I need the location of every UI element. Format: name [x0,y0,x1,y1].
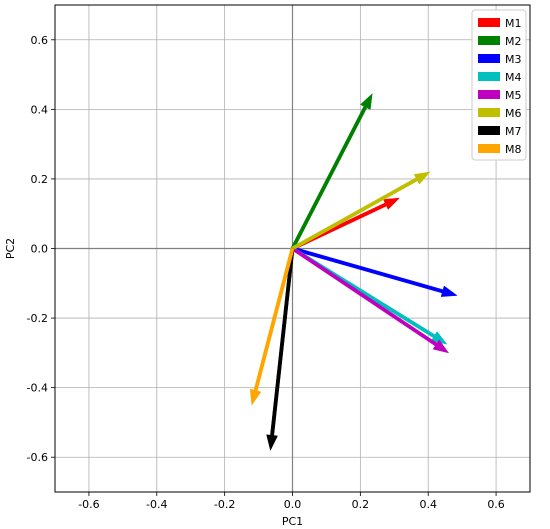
legend-label-m5: M5 [505,89,522,102]
arrow-m1 [291,197,401,251]
x-tick-label: -0.4 [146,498,167,511]
y-tick-label: 0.4 [31,103,49,116]
x-tick-label: 0.2 [352,498,370,511]
x-tick-label: -0.6 [78,498,99,511]
legend-label-m8: M8 [505,143,522,156]
arrow-m6 [291,171,431,251]
x-tick-label: -0.2 [214,498,235,511]
x-axis-label: PC1 [282,515,303,528]
legend-label-m7: M7 [505,125,522,138]
legend-label-m6: M6 [505,107,522,120]
y-tick-label: 0.2 [31,173,49,186]
y-tick-label: 0.6 [31,34,49,47]
legend-swatch-m8 [478,144,500,153]
arrow-m2 [290,93,373,250]
y-tick-label: -0.4 [27,382,48,395]
legend: M1 M2 M3 M4 M5 M6 M7 M8 [471,9,527,161]
legend-swatch-m5 [478,90,500,99]
legend-label-m4: M4 [505,71,522,84]
y-tick-label: -0.2 [27,312,48,325]
legend-swatch-m6 [478,108,500,117]
arrow-m3 [291,246,458,297]
arrow-m5 [291,246,450,354]
x-tick-label: 0.6 [487,498,505,511]
arrow-m7 [266,248,295,451]
y-tick-label: 0.0 [31,243,49,256]
legend-swatch-m3 [478,54,500,63]
x-tick-label: 0.0 [284,498,302,511]
y-tick-label: -0.6 [27,451,48,464]
legend-swatch-m7 [478,126,500,135]
legend-swatch-m2 [478,36,500,45]
arrows-group [249,93,458,451]
legend-box [471,9,527,161]
x-tick-label: 0.4 [419,498,437,511]
legend-label-m1: M1 [505,17,522,30]
y-axis-label: PC2 [4,238,17,259]
legend-swatch-m4 [478,72,500,81]
legend-label-m3: M3 [505,53,522,66]
legend-swatch-m1 [478,18,500,27]
legend-label-m2: M2 [505,35,522,48]
arrow-m4 [291,246,448,345]
ticks-group: -0.6 -0.4 -0.2 0.0 0.2 0.4 0.6 -0.6 -0.4 -0.2 0.0 0… [27,34,505,511]
arrow-m8 [249,247,295,406]
